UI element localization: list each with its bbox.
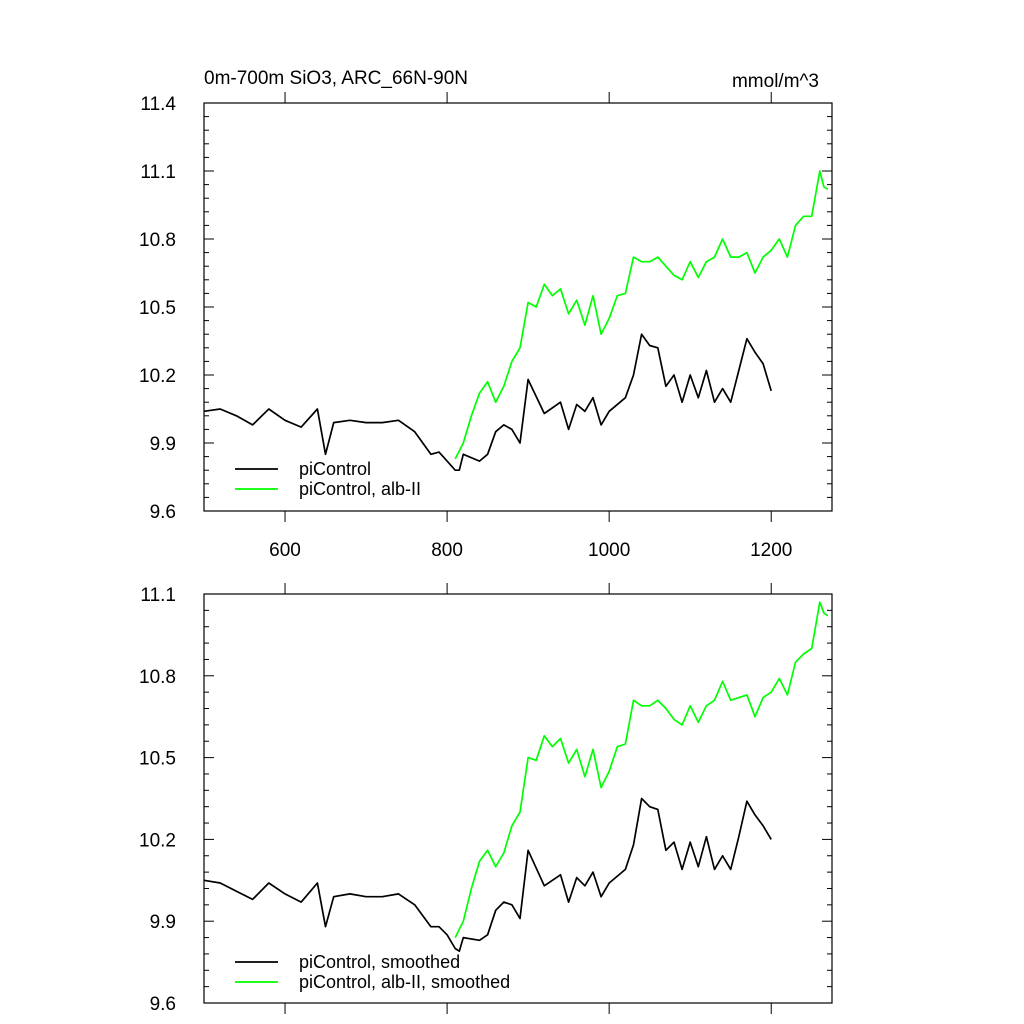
- y-tick-label: 10.8: [139, 667, 176, 688]
- legend-label: piControl, alb-II, smoothed: [299, 972, 510, 992]
- y-tick-label: 10.2: [139, 830, 176, 851]
- y-tick-label: 10.5: [139, 749, 176, 770]
- chart-units: mmol/m^3: [732, 71, 819, 92]
- y-tick-label: 9.9: [150, 434, 176, 455]
- y-tick-label: 9.6: [150, 994, 176, 1015]
- y-tick-label: 10.5: [139, 298, 176, 319]
- legend-label: piControl, smoothed: [299, 952, 460, 972]
- legend-label: piControl, alb-II: [299, 479, 421, 499]
- series-line-picontrol: [203, 797, 772, 953]
- y-tick-label: 11.1: [140, 162, 176, 183]
- x-tick-label: 600: [269, 540, 301, 561]
- x-tick-label: 800: [431, 540, 463, 561]
- series-line-picontrol: [203, 333, 773, 472]
- plot-frame: [203, 102, 833, 512]
- y-tick-label: 9.6: [150, 502, 176, 523]
- plot-frame: [203, 593, 833, 1004]
- lower-plot-panel: 9.6 9.9 10.2 10.5 10.8 11.1 piControl, smoothe…: [139, 583, 833, 1015]
- y-tick-label: 10.8: [139, 230, 176, 251]
- series-line-alb-ii: [454, 601, 829, 938]
- x-tick-label: 1200: [750, 540, 792, 561]
- y-tick-label: 11.1: [140, 585, 176, 606]
- legend-label: piControl: [299, 459, 371, 479]
- chart-title: 0m-700m SiO3, ARC_66N-90N: [204, 68, 468, 89]
- y-tick-label: 9.9: [150, 912, 176, 933]
- y-tick-label: 11.4: [140, 94, 176, 115]
- y-tick-label: 10.2: [139, 366, 176, 387]
- upper-plot-panel: 9.6 9.9 10.2 10.5 10.8 11.1 11.4 600 800 1000 1200…: [139, 92, 833, 561]
- x-tick-label: 1000: [588, 540, 630, 561]
- series-line-alb-ii: [454, 170, 829, 460]
